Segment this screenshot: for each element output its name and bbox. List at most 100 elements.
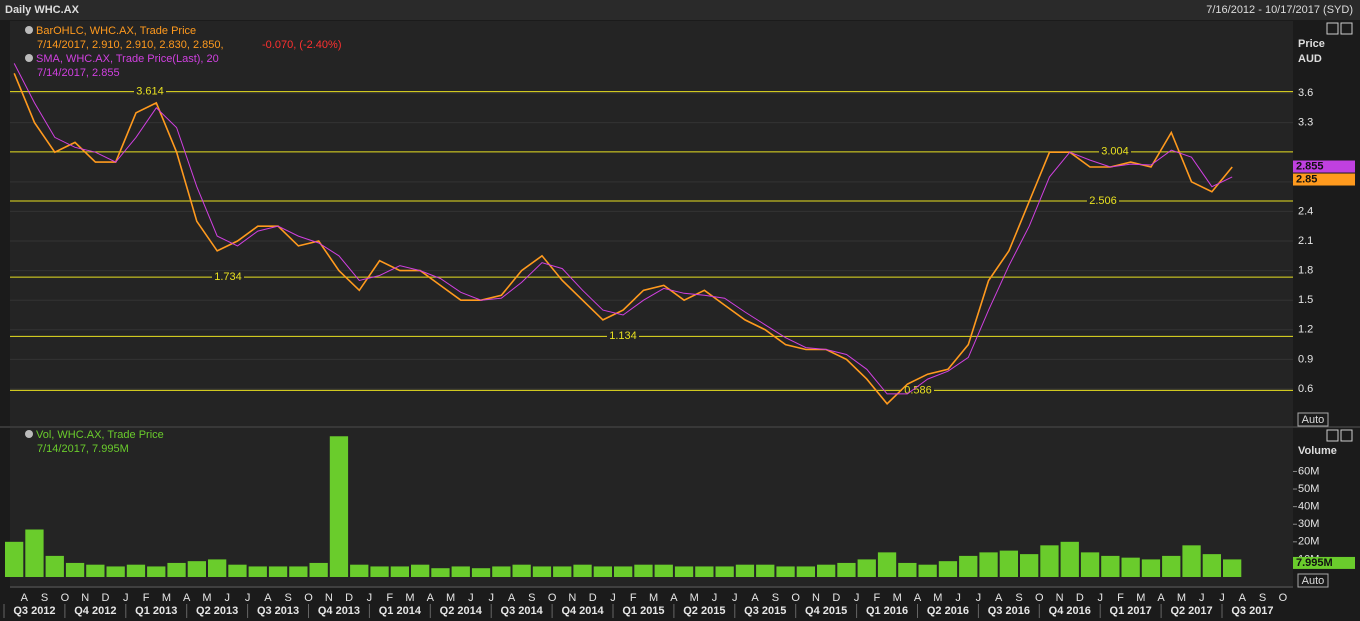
y-tick-label: 2.1 (1298, 235, 1313, 247)
auto-button[interactable] (1297, 573, 1329, 588)
y-tick-label: 0.6 (1298, 383, 1313, 395)
volume-bar (329, 436, 349, 577)
panel-maximize[interactable] (1326, 22, 1339, 35)
panel-close[interactable] (1340, 22, 1353, 35)
x-tick-label: A (914, 592, 922, 604)
level-label-bg (212, 271, 244, 284)
volume-bar (471, 568, 491, 577)
x-tick-label: A (670, 592, 678, 604)
x-tick-label: F (874, 592, 881, 604)
volume-bar (614, 566, 633, 577)
volume-bar (25, 529, 44, 577)
legend-info: 7/14/2017, 7.995M (37, 443, 129, 455)
panel-maximize[interactable] (1326, 429, 1339, 442)
quarter-label: Q2 2013 (196, 605, 238, 617)
y-axis-unit: AUD (1298, 53, 1322, 65)
auto-button-label[interactable]: Auto (1302, 414, 1325, 426)
x-tick-label: N (568, 592, 576, 604)
volume-bar (979, 552, 998, 577)
volume-bar (1121, 557, 1140, 577)
volume-bar (857, 559, 876, 577)
auto-button-label[interactable]: Auto (1302, 575, 1325, 587)
x-tick-label: J (610, 592, 616, 604)
y-tick-label: 30M (1298, 518, 1319, 530)
volume-bar (147, 566, 166, 577)
quarter-label: Q3 2014 (501, 605, 544, 617)
quarter-label: Q2 2016 (927, 605, 969, 617)
level-label: 2.506 (1089, 195, 1117, 207)
x-tick-label: M (1136, 592, 1145, 604)
x-tick-label: O (304, 592, 313, 604)
volume-bar (695, 566, 714, 577)
panel-close[interactable] (1340, 429, 1353, 442)
volume-bar (126, 564, 146, 577)
quarter-label: Q1 2013 (135, 605, 177, 617)
quarter-label: Q3 2016 (988, 605, 1030, 617)
x-tick-label: N (81, 592, 89, 604)
legend-icon[interactable] (25, 430, 33, 438)
volume-bar (1060, 541, 1079, 577)
quarter-label: Q4 2012 (74, 605, 116, 617)
x-tick-label: M (893, 592, 902, 604)
volume-bar (86, 564, 105, 577)
level-label-bg (1099, 145, 1131, 158)
level-label: 1.134 (609, 330, 637, 342)
volume-bar (228, 564, 247, 577)
volume-bar (208, 559, 227, 577)
current-value-box (1293, 160, 1355, 173)
price-panel (10, 21, 1293, 426)
x-tick-label: J (712, 592, 718, 604)
x-tick-label: A (264, 592, 272, 604)
x-tick-label: O (791, 592, 800, 604)
quarter-label: Q4 2014 (561, 605, 604, 617)
y-tick-label: 40M (1298, 501, 1319, 513)
x-tick-label: J (488, 592, 494, 604)
volume-bar (959, 555, 978, 577)
quarter-label: Q2 2014 (440, 605, 483, 617)
volume-bar (593, 566, 612, 577)
y-axis-title: Volume (1298, 445, 1337, 457)
y-tick-label: 20M (1298, 536, 1319, 548)
volume-bar (1040, 545, 1059, 577)
volume-bar (553, 566, 572, 577)
level-label: 3.004 (1101, 146, 1129, 158)
volume-bar (350, 564, 369, 577)
volume-bar (309, 562, 328, 577)
volume-bar (756, 564, 775, 577)
quarter-label: Q2 2017 (1170, 605, 1212, 617)
y-tick-label: 3.6 (1298, 87, 1313, 99)
x-tick-label: F (1117, 592, 1124, 604)
volume-bar (5, 541, 24, 577)
volume-bar (877, 552, 897, 577)
level-label-bg (902, 384, 934, 397)
legend-name: BarOHLC, WHC.AX, Trade Price (36, 25, 196, 37)
x-tick-label: A (427, 592, 435, 604)
x-tick-label: N (1056, 592, 1064, 604)
y-tick-label: 2.4 (1298, 205, 1313, 217)
y-tick-label: 50M (1298, 483, 1319, 495)
x-tick-label: J (225, 592, 231, 604)
auto-button[interactable] (1297, 412, 1329, 427)
volume-bar (1101, 555, 1120, 577)
x-tick-label: N (325, 592, 333, 604)
x-tick-label: M (690, 592, 699, 604)
x-tick-label: J (1199, 592, 1205, 604)
x-tick-label: A (1157, 592, 1165, 604)
x-tick-label: J (1097, 592, 1103, 604)
legend-icon[interactable] (25, 26, 33, 34)
x-tick-label: D (589, 592, 597, 604)
volume-bar (715, 566, 734, 577)
legend-name: Vol, WHC.AX, Trade Price (36, 429, 164, 441)
x-tick-label: M (446, 592, 455, 604)
x-tick-label: S (1259, 592, 1266, 604)
x-tick-label: D (345, 592, 353, 604)
x-tick-label: F (143, 592, 150, 604)
x-tick-label: M (933, 592, 942, 604)
volume-bar (390, 566, 409, 577)
legend-icon[interactable] (25, 54, 33, 62)
x-tick-label: M (202, 592, 211, 604)
x-tick-label: J (732, 592, 738, 604)
quarter-label: Q4 2015 (805, 605, 847, 617)
x-tick-label: M (1177, 592, 1186, 604)
